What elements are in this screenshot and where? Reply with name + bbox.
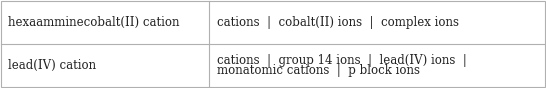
Text: lead(IV) cation: lead(IV) cation [8, 59, 96, 72]
Text: cations  |  group 14 ions  |  lead(IV) ions  |: cations | group 14 ions | lead(IV) ions … [217, 54, 466, 67]
Text: monatomic cations  |  p block ions: monatomic cations | p block ions [217, 64, 419, 77]
Text: hexaamminecobalt(II) cation: hexaamminecobalt(II) cation [8, 16, 180, 29]
Text: cations  |  cobalt(II) ions  |  complex ions: cations | cobalt(II) ions | complex ions [217, 16, 459, 29]
